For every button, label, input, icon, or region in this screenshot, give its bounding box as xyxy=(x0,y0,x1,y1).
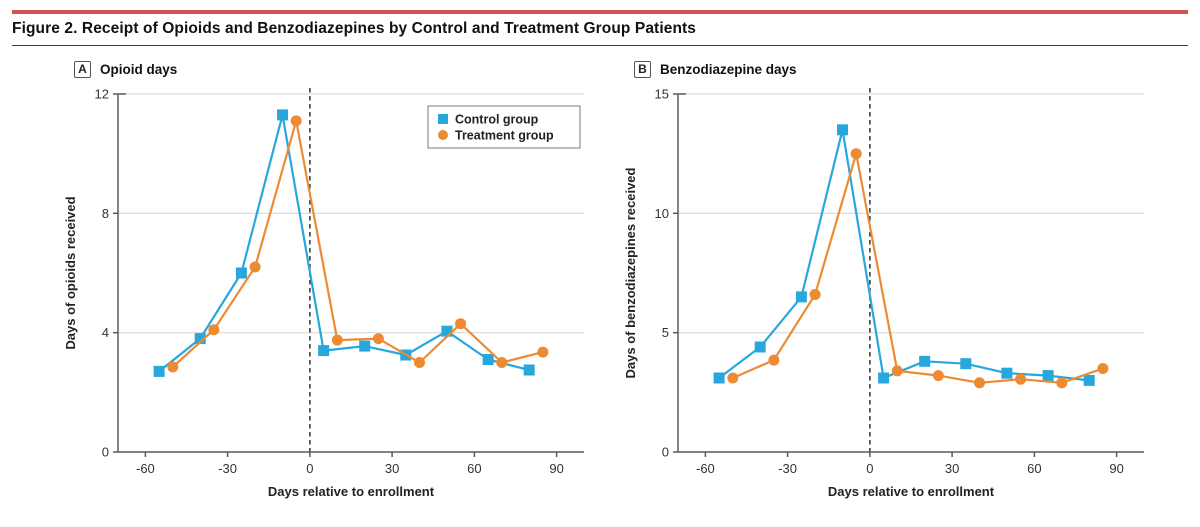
x-tick-label: 30 xyxy=(385,461,399,476)
control-group-point xyxy=(359,340,371,352)
legend-treatment-group-label: Treatment group xyxy=(455,129,554,143)
control-group-point xyxy=(795,291,807,303)
treatment-group-point xyxy=(850,148,862,160)
treatment-group-point xyxy=(727,372,739,384)
treatment-group-point xyxy=(1015,373,1027,385)
treatment-group-point xyxy=(167,361,179,373)
treatment-group-point xyxy=(974,377,985,389)
panel-a-title: Opioid days xyxy=(100,61,178,77)
treatment-group-point xyxy=(331,334,343,346)
y-tick-label: 15 xyxy=(655,87,669,102)
control-group-line xyxy=(158,113,530,373)
control-group-point xyxy=(1083,374,1095,386)
treatment-group-point xyxy=(290,115,302,127)
x-tick-label: -60 xyxy=(136,461,155,476)
panel-b-letter: B xyxy=(634,60,651,78)
treatment-group-point xyxy=(249,261,261,273)
legend-box xyxy=(427,105,581,149)
control-group-point xyxy=(1001,367,1013,379)
control-group-point xyxy=(482,354,494,365)
x-tick-label: 0 xyxy=(866,461,873,476)
control-group-line xyxy=(718,128,1090,382)
treatment-group-line xyxy=(732,152,1104,384)
control-group-point xyxy=(960,358,972,370)
y-tick-label: 5 xyxy=(662,325,669,340)
control-group-point xyxy=(153,365,165,377)
x-tick-label: 60 xyxy=(1027,461,1041,476)
x-axis-title: Days relative to enrollment xyxy=(828,484,995,499)
control-group-point xyxy=(1042,370,1054,382)
y-tick-label: 8 xyxy=(102,206,109,221)
legend-treatment-group-marker xyxy=(438,130,448,140)
x-tick-label: -30 xyxy=(778,461,797,476)
panel-a-letter: A xyxy=(74,60,91,78)
panel-a: A Opioid days 0 4 8 12 -60 -30 0 30 60 90 Days of … xyxy=(60,58,600,502)
control-group-point xyxy=(754,341,766,353)
treatment-group-point xyxy=(1097,363,1109,374)
opioid-days-chart: 0 4 8 12 -60 -30 0 30 60 90 Days of opioids receiv… xyxy=(63,87,584,499)
treatment-group-line xyxy=(172,119,544,368)
treatment-group-point xyxy=(414,357,425,368)
accent-bar xyxy=(12,10,1188,14)
y-axis-title: Days of opioids received xyxy=(63,196,78,349)
treatment-group-point xyxy=(768,354,780,366)
control-group-point xyxy=(919,355,931,367)
treatment-group-point xyxy=(496,357,508,368)
control-group-point xyxy=(318,345,330,357)
treatment-group-point xyxy=(891,365,903,377)
control-group-point xyxy=(441,325,453,337)
control-group-point xyxy=(277,109,288,121)
treatment-group-point xyxy=(537,346,549,358)
panel-b-header: B Benzodiazepine days xyxy=(634,58,1160,80)
control-group-point xyxy=(878,372,890,384)
control-group-point xyxy=(713,372,725,384)
treatment-group-point xyxy=(932,370,944,382)
control-group-point xyxy=(194,333,206,345)
figure-title: Figure 2. Receipt of Opioids and Benzodi… xyxy=(12,14,1188,46)
figure-container: Figure 2. Receipt of Opioids and Benzodi… xyxy=(0,10,1200,502)
y-tick-label: 10 xyxy=(655,206,669,221)
legend-control-group-label: Control group xyxy=(455,113,539,127)
y-tick-label: 0 xyxy=(102,445,109,460)
x-tick-label: 0 xyxy=(306,461,313,476)
treatment-group-point xyxy=(372,333,384,345)
y-tick-label: 0 xyxy=(662,445,669,460)
panels-row: A Opioid days 0 4 8 12 -60 -30 0 30 60 90 Days of … xyxy=(0,58,1200,502)
legend-control-group-marker xyxy=(438,114,448,124)
treatment-group-point xyxy=(208,324,220,336)
x-tick-label: 60 xyxy=(467,461,481,476)
y-tick-label: 4 xyxy=(102,325,109,340)
control-group-point xyxy=(523,364,535,376)
benzodiazepine-days-chart: 0 5 10 15 -60 -30 0 30 60 90 Days of benzodiazepin… xyxy=(623,87,1144,499)
x-tick-label: 30 xyxy=(945,461,959,476)
x-tick-label: 90 xyxy=(549,461,563,476)
control-group-point xyxy=(837,124,848,136)
y-tick-label: 12 xyxy=(95,87,109,102)
x-axis-title: Days relative to enrollment xyxy=(268,484,435,499)
x-tick-label: 90 xyxy=(1109,461,1123,476)
y-axis-title: Days of benzodiazepines received xyxy=(623,167,638,378)
panel-a-header: A Opioid days xyxy=(74,58,600,80)
x-tick-label: -60 xyxy=(696,461,715,476)
treatment-group-point xyxy=(809,289,821,300)
treatment-group-point xyxy=(455,318,467,330)
panel-b: B Benzodiazepine days 0 5 10 15 -60 -30 0 30 60 9… xyxy=(620,58,1160,502)
treatment-group-point xyxy=(1056,377,1068,389)
control-group-point xyxy=(235,267,247,279)
panel-b-title: Benzodiazepine days xyxy=(660,61,797,77)
x-tick-label: -30 xyxy=(218,461,237,476)
